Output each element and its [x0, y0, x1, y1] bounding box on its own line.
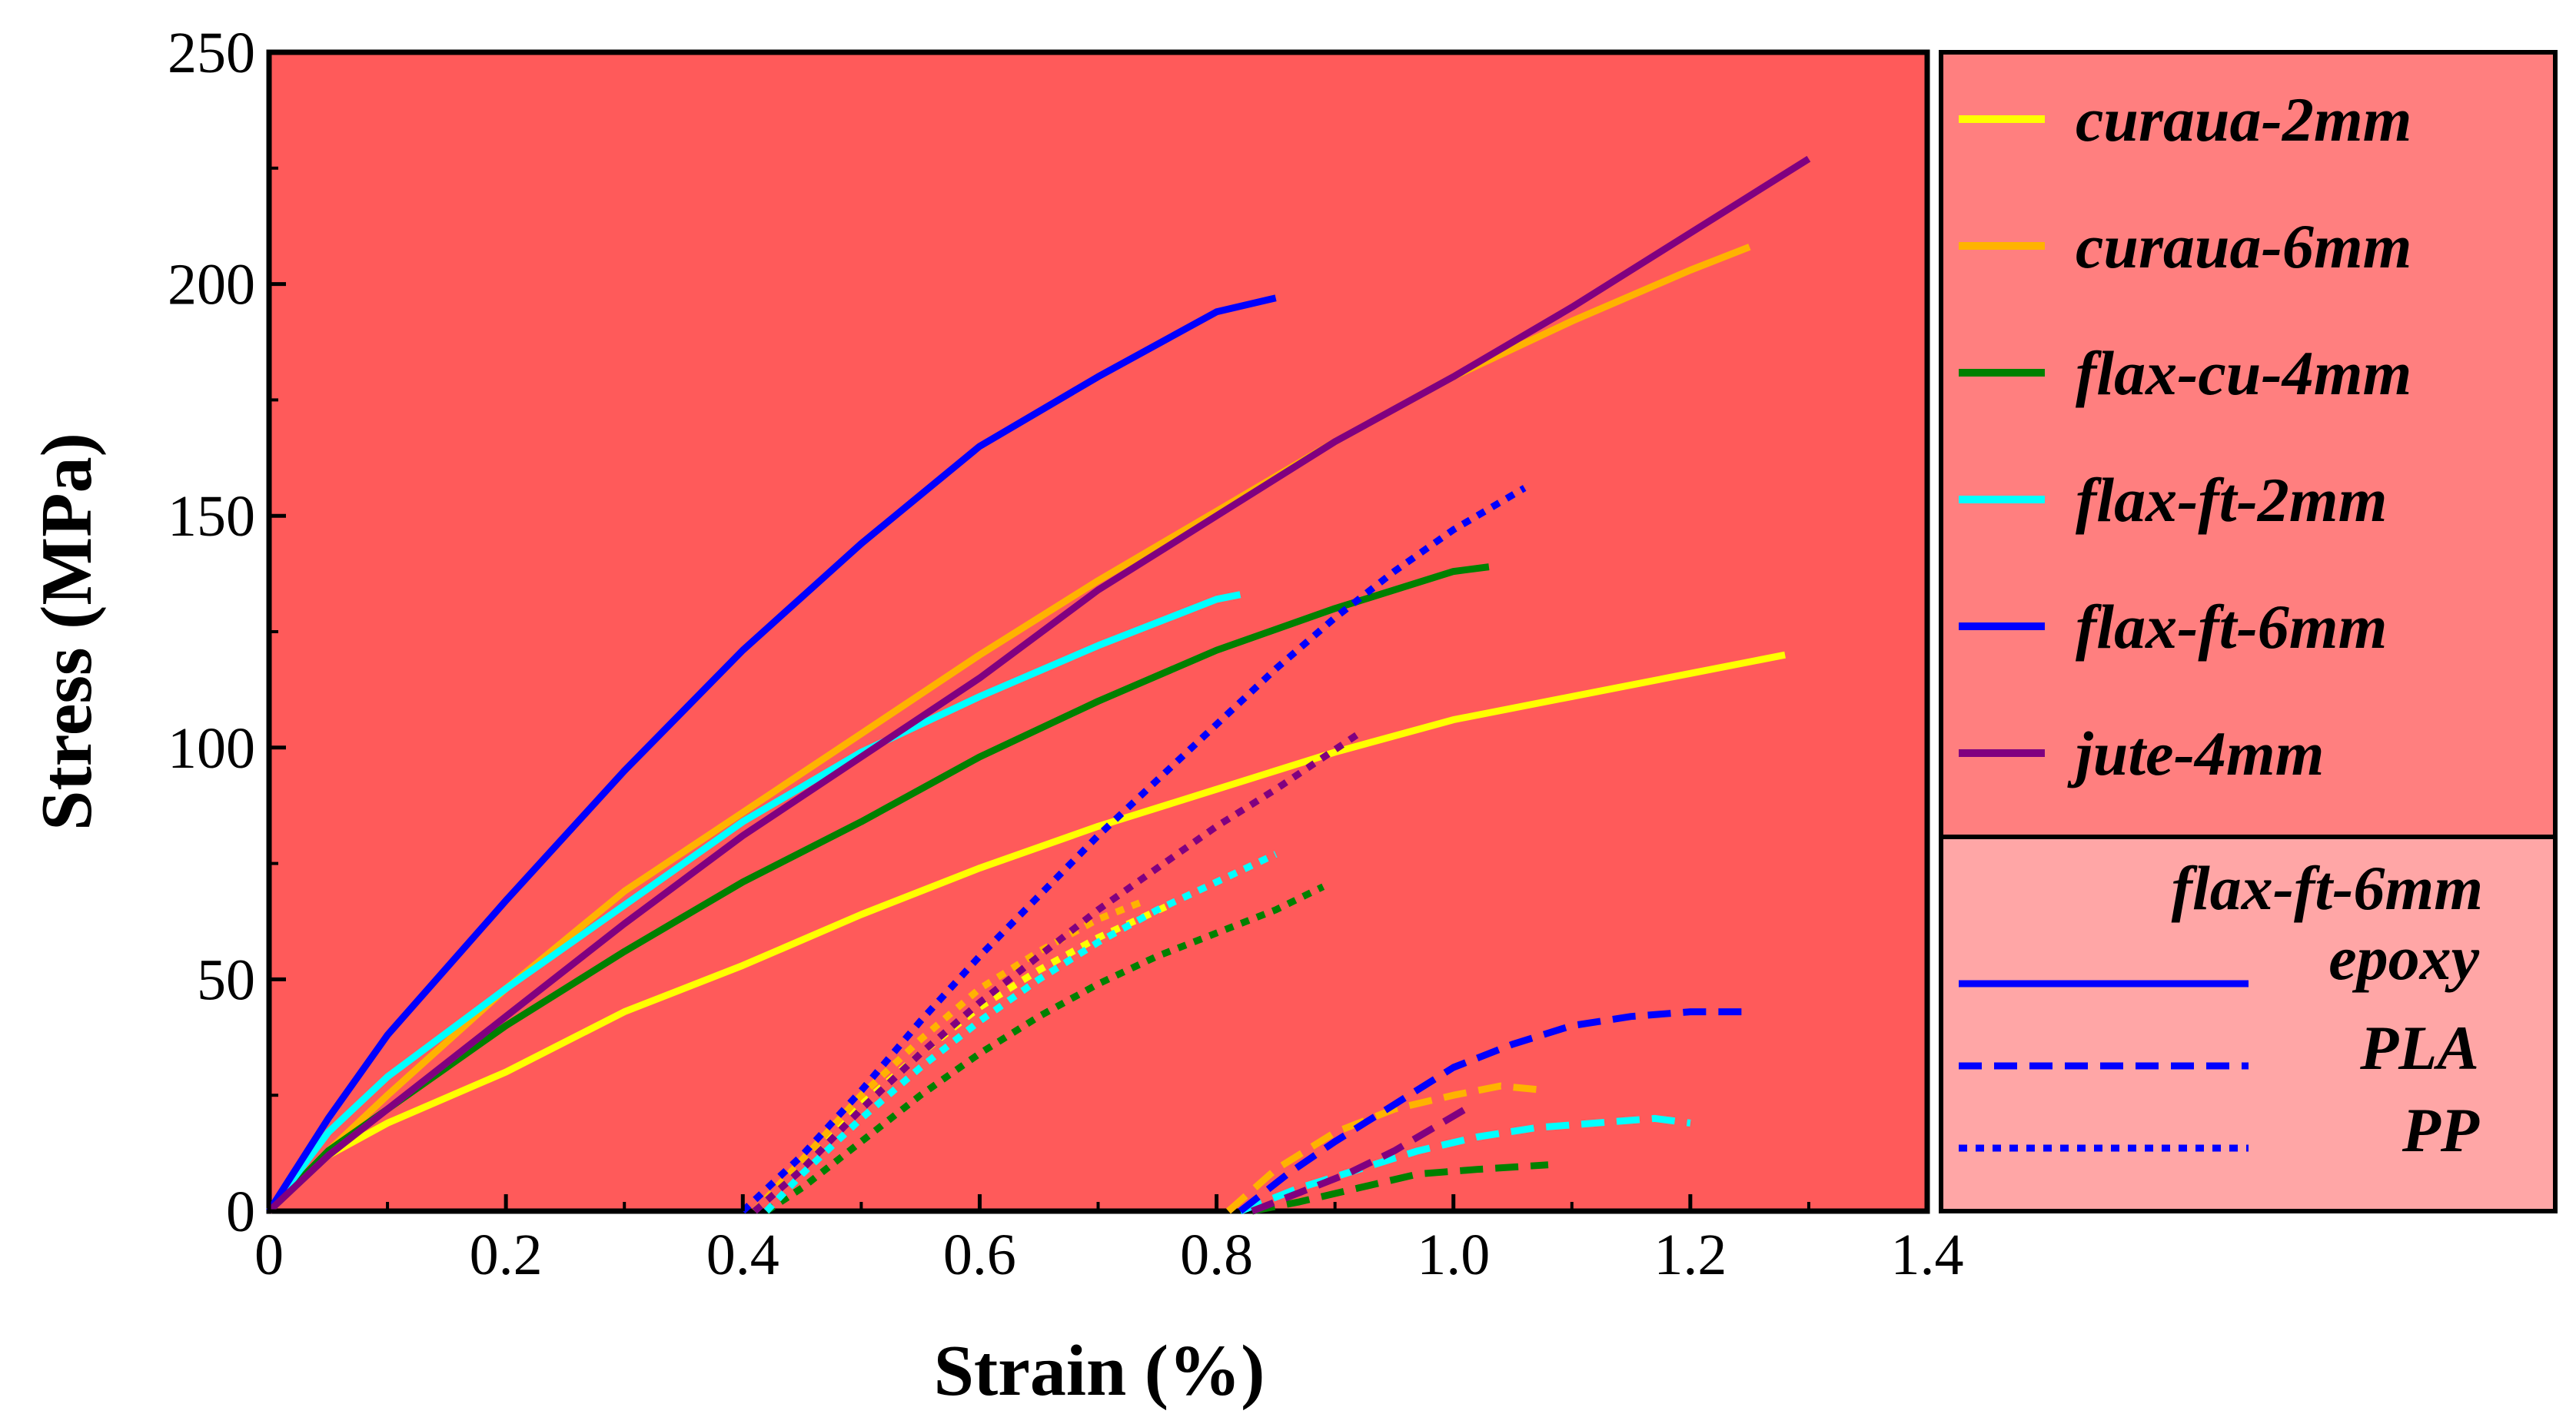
series-line-jute-4mm-epoxy: [266, 155, 1811, 1214]
series-layer: [266, 155, 1811, 1215]
series-line-flax-cu-4mm-PLA: [1251, 1161, 1549, 1215]
series-line-flax-ft-6mm-PLA: [1238, 1008, 1750, 1214]
series-line-curaua-6mm-PLA: [1226, 1082, 1549, 1214]
x-tick-label: 0.2: [470, 1223, 543, 1287]
y-tick-label: 0: [226, 1180, 255, 1244]
x-tick-label: 0.4: [706, 1223, 779, 1287]
legend: curaua-2mm curaua-6mm flax-cu-4mm flax-ft-2…: [1939, 50, 2558, 1213]
legend-label-epoxy: epoxy: [2328, 923, 2479, 993]
series-line-curaua-2mm-epoxy: [266, 651, 1786, 1214]
x-axis-title: Strain (%): [934, 1331, 1265, 1411]
y-axis-title: Stress (MPa): [27, 433, 107, 831]
legend-label-jute-4mm: jute-4mm: [2067, 719, 2324, 788]
y-tick-label: 50: [197, 948, 255, 1012]
y-tick-label: 150: [168, 484, 255, 549]
x-tick-label: 1.4: [1891, 1223, 1964, 1287]
legend-matrix-title: flax-ft-6mm: [2172, 853, 2483, 923]
legend-label-flax-ft-6mm: flax-ft-6mm: [2076, 592, 2387, 662]
series-line-flax-ft-2mm-epoxy: [266, 591, 1241, 1213]
legend-label-PLA: PLA: [2359, 1013, 2479, 1083]
series-line-curaua-6mm-epoxy: [266, 244, 1751, 1214]
y-tick-label: 200: [168, 253, 255, 317]
legend-label-flax-ft-2mm: flax-ft-2mm: [2076, 465, 2387, 535]
x-tick-label: 0.8: [1180, 1223, 1253, 1287]
x-tick-label: 0.6: [943, 1223, 1016, 1287]
x-tick-label: 0: [254, 1223, 284, 1287]
axes-layer: 0 0.2 0.4 0.6 0.8 1.0 1.2 1.4 0 50 100 150 200 250: [168, 21, 1964, 1287]
legend-label-PP: PP: [2401, 1095, 2480, 1165]
y-tick-label: 100: [168, 716, 255, 781]
series-line-flax-cu-4mm-PP: [764, 883, 1325, 1214]
x-tick-label: 1.0: [1417, 1223, 1490, 1287]
legend-label-curaua-2mm: curaua-2mm: [2076, 85, 2411, 154]
legend-fiber-box: [1939, 50, 2558, 839]
series-line-flax-ft-6mm-PP: [740, 485, 1527, 1214]
series-line-flax-ft-6mm-epoxy: [266, 294, 1277, 1213]
legend-label-curaua-6mm: curaua-6mm: [2076, 211, 2411, 281]
legend-matrix-entries: epoxy PLA PP: [1959, 923, 2480, 1165]
x-tick-label: 1.2: [1654, 1223, 1727, 1287]
series-line-jute-4mm-PP: [752, 730, 1361, 1214]
legend-label-flax-cu-4mm: flax-cu-4mm: [2076, 338, 2411, 408]
series-line-curaua-2mm-PP: [752, 901, 1171, 1214]
series-line-curaua-6mm-PP: [752, 897, 1147, 1214]
series-line-jute-4mm-PLA: [1251, 1106, 1467, 1215]
y-tick-label: 250: [168, 21, 255, 85]
legend-fiber-entries: curaua-2mm curaua-6mm flax-cu-4mm flax-ft-2…: [1959, 85, 2411, 788]
plot-area: [266, 49, 1930, 1214]
series-line-flax-ft-2mm-PP: [763, 851, 1278, 1214]
